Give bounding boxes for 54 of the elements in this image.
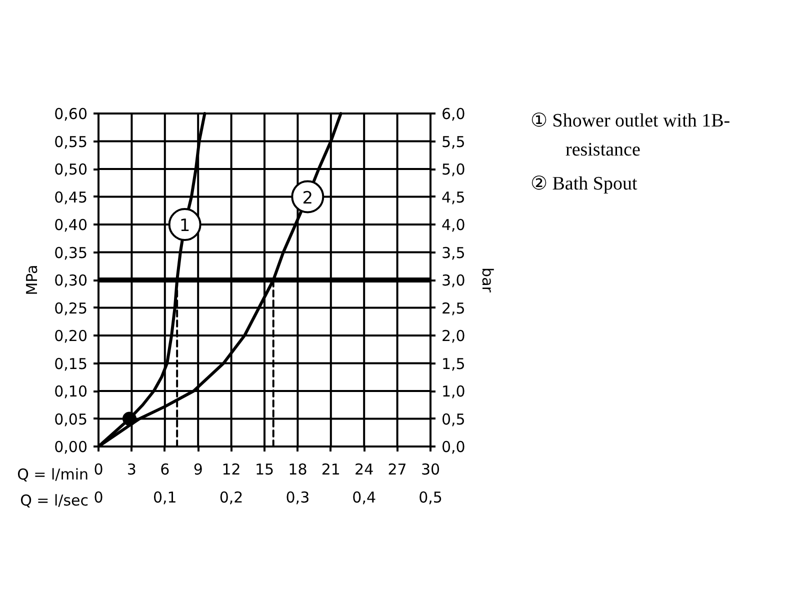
y2-tick-label: 5,0	[442, 160, 466, 178]
x2-tick-label: 0	[94, 488, 104, 506]
text: ② Bath Spout	[530, 174, 638, 194]
y-tick-label: 0,05	[54, 410, 88, 428]
x-tick-label: 3	[126, 460, 136, 478]
y2-tick-label: 1,0	[442, 382, 466, 400]
x2-tick-label: 0,5	[418, 488, 442, 506]
y-tick-label: 0,35	[54, 244, 88, 262]
text: ① Shower outlet with 1B-resistance	[530, 110, 730, 160]
x-tick-label: 18	[288, 460, 308, 478]
series-label: 2	[302, 188, 314, 208]
x-tick-label: 9	[193, 460, 203, 478]
x-tick-label: 24	[354, 460, 374, 478]
x2-tick-label: 0,2	[219, 488, 244, 506]
x2-tick-label: 0,4	[352, 488, 376, 506]
y2-tick-label: 1,5	[442, 354, 466, 373]
y2-tick-label: 0,0	[442, 438, 466, 456]
y-tick-label: 0,30	[54, 272, 88, 290]
y-tick-label: 0,15	[54, 354, 88, 373]
y2-tick-label: 3,5	[442, 244, 466, 262]
y-tick-label: 0,25	[54, 299, 88, 318]
x-tick-label: 21	[321, 460, 340, 478]
y2-tick-label: 3,0	[442, 272, 466, 290]
y-tick-label: 0,00	[54, 438, 88, 456]
series-label: 1	[179, 216, 190, 236]
x-tick-label: 6	[160, 460, 170, 478]
y-tick-label: 0,40	[54, 216, 88, 234]
y2-tick-label: 4,0	[442, 216, 466, 234]
y-tick-label: 0,45	[54, 188, 88, 206]
y2-tick-label: 6,0	[442, 105, 466, 123]
x-tick-label: 15	[254, 460, 274, 478]
y2-axis-title: bar	[478, 268, 496, 294]
point	[122, 412, 136, 426]
y2-tick-label: 2,5	[442, 299, 466, 318]
y-tick-label: 0,50	[54, 160, 88, 178]
x-axis-title: Q = l/min	[17, 466, 89, 484]
y-tick-label: 0,20	[54, 327, 88, 345]
x-tick-label: 27	[388, 460, 407, 478]
y2-tick-label: 0,5	[442, 410, 466, 428]
y2-tick-label: 5,5	[442, 132, 466, 151]
x-tick-label: 12	[222, 460, 241, 478]
x-tick-label: 0	[94, 460, 104, 478]
y2-tick-label: 2,0	[442, 327, 466, 345]
x2-tick-label: 0,3	[286, 488, 310, 506]
point	[168, 208, 202, 241]
y-tick-label: 0,55	[54, 132, 88, 151]
point	[291, 180, 324, 214]
x2-tick-label: 0,1	[152, 488, 177, 506]
y-tick-label: 0,10	[54, 382, 88, 400]
y2-tick-label: 4,5	[442, 188, 466, 206]
x-tick-label: 30	[420, 460, 440, 478]
y-axis-title: MPa	[23, 264, 42, 296]
x2-axis-title: Q = l/sec	[20, 492, 89, 510]
y-tick-label: 0,60	[54, 105, 88, 123]
